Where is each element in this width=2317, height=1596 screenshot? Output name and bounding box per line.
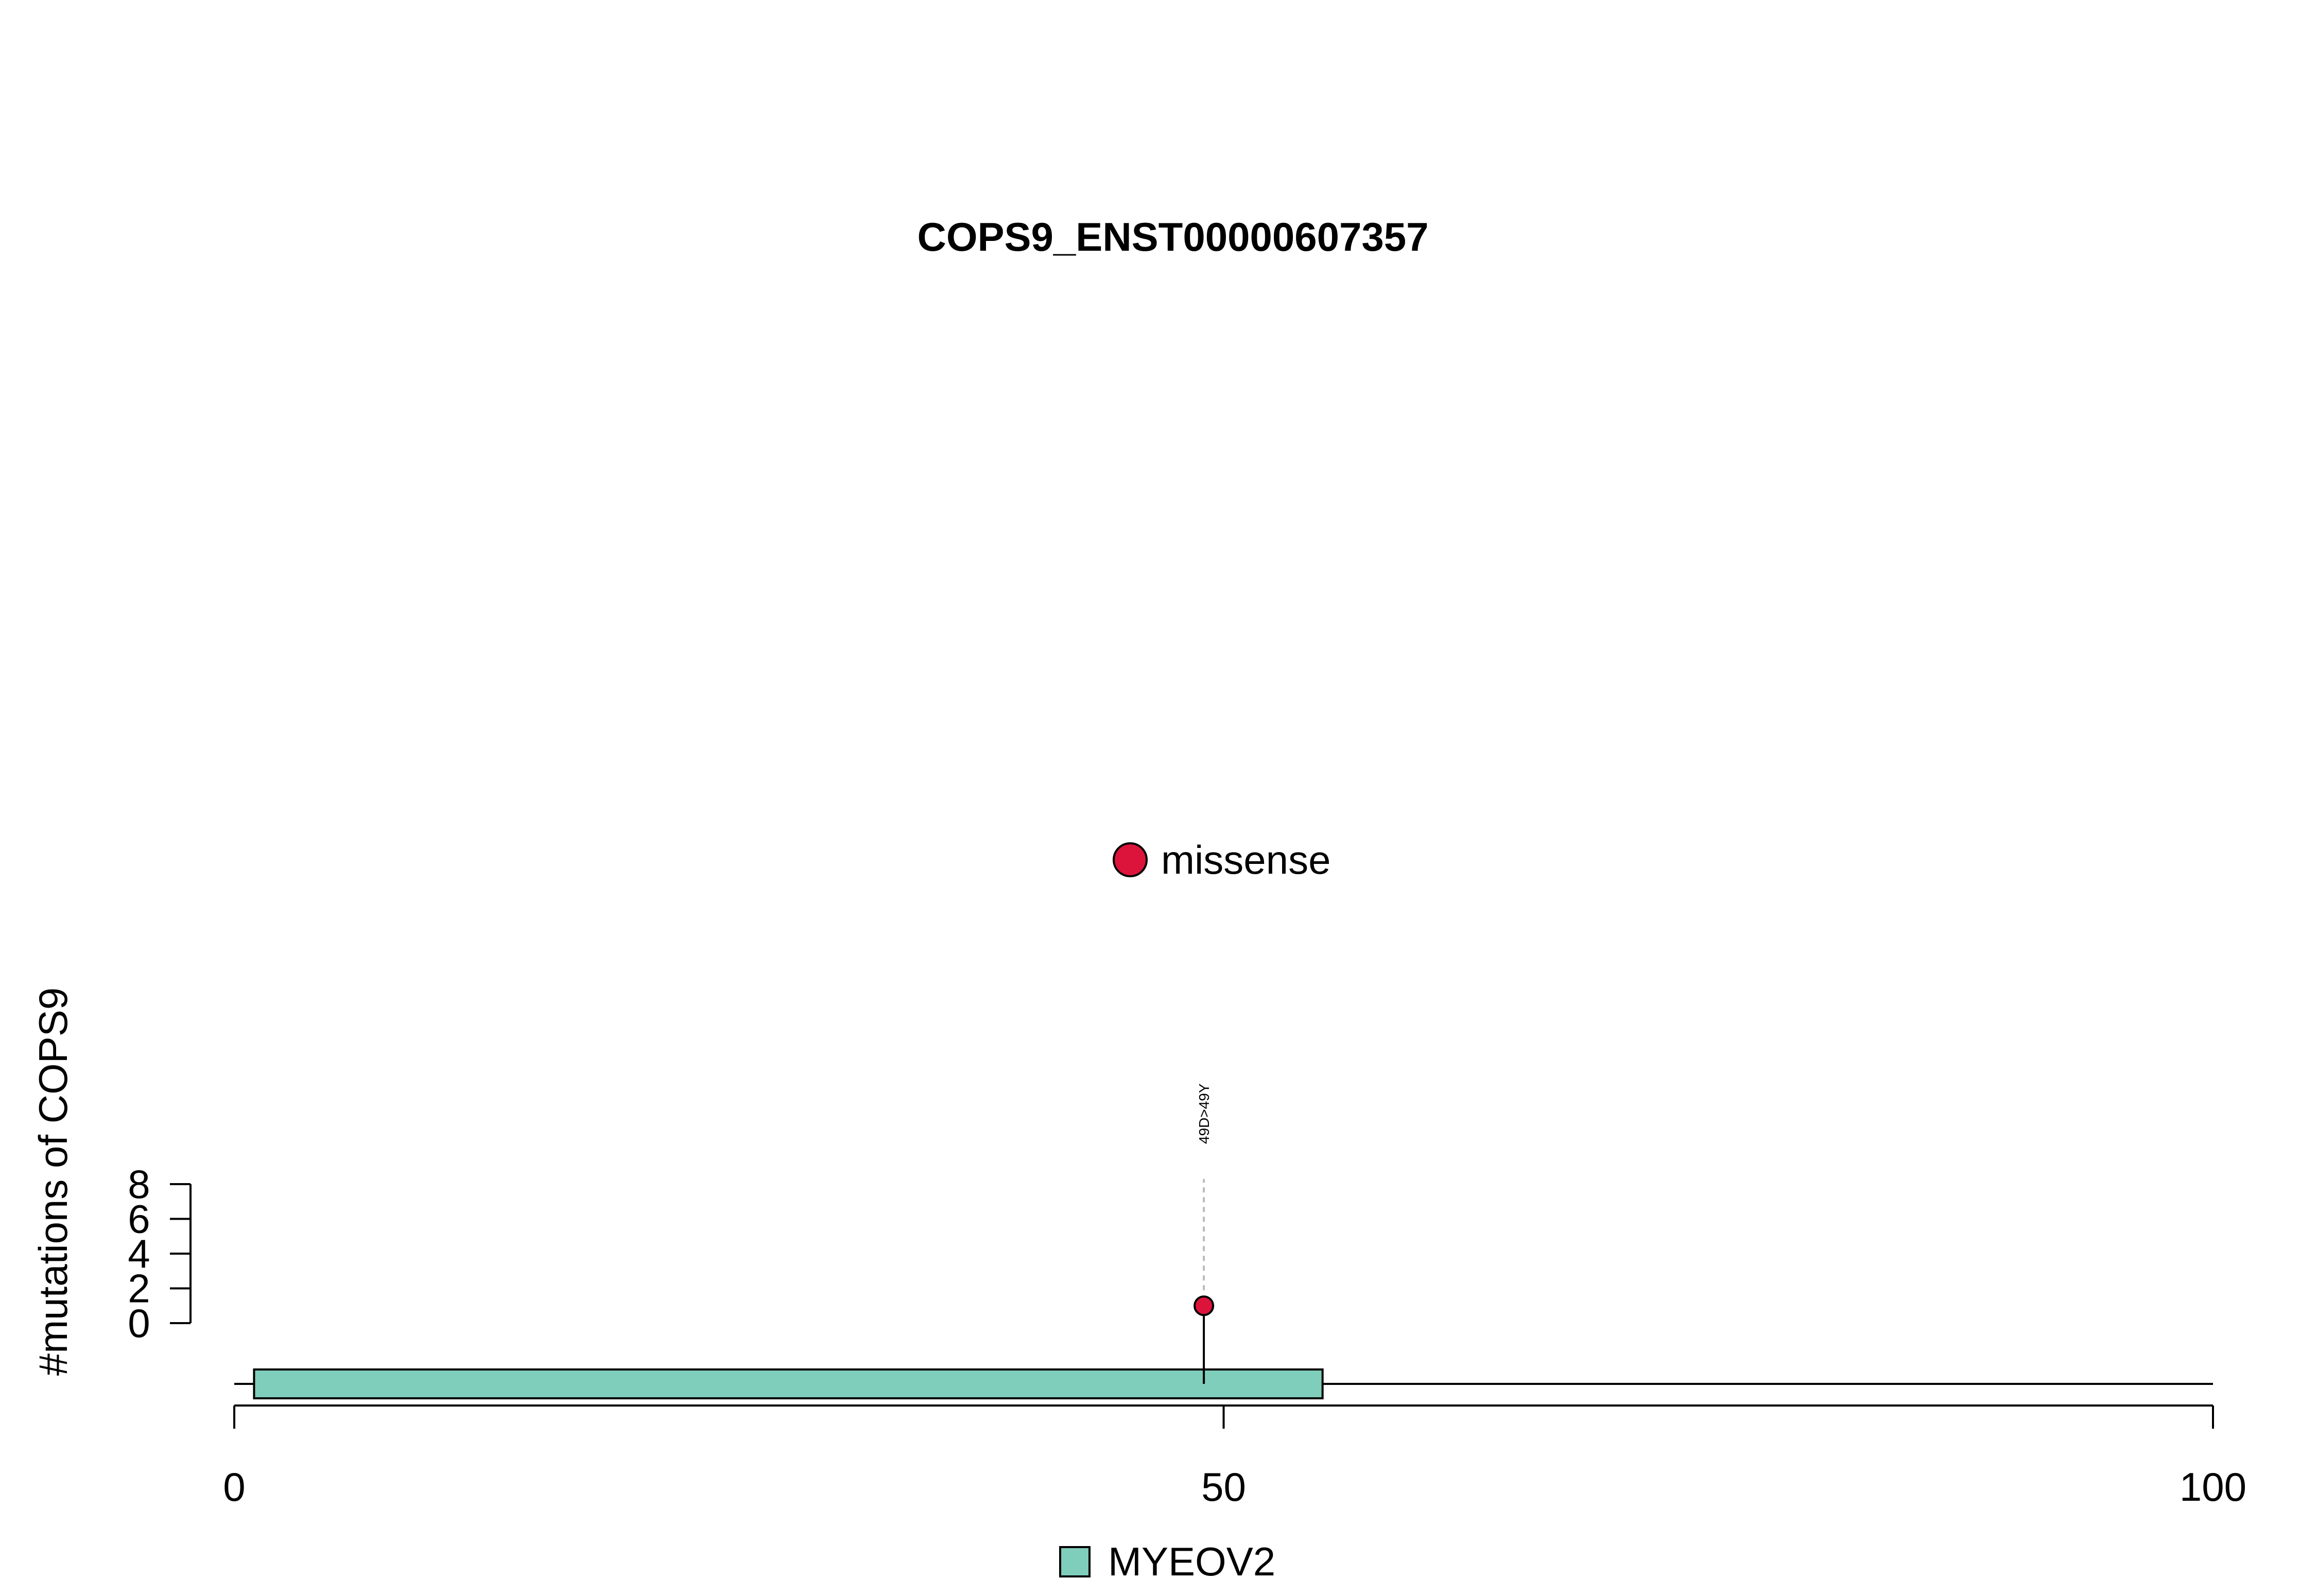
missense-legend-label: missense bbox=[1161, 837, 1330, 882]
mutation-legend: missense bbox=[1113, 837, 1330, 882]
y-tick-label: 8 bbox=[128, 1161, 150, 1207]
domains bbox=[253, 1368, 1324, 1399]
x-axis: 0 50 100 bbox=[223, 1404, 2246, 1510]
missense-legend-swatch bbox=[1113, 842, 1148, 877]
lollipop-head bbox=[1194, 1295, 1215, 1316]
x-tick-label: 50 bbox=[1201, 1464, 1246, 1510]
myeov2-legend-swatch bbox=[1059, 1546, 1091, 1577]
y-tick-label: 6 bbox=[128, 1196, 150, 1242]
domain-legend: MYEOV2 bbox=[1059, 1539, 1275, 1584]
chart-title: COPS9_ENST00000607357 bbox=[917, 214, 1428, 259]
x-tick-label: 100 bbox=[2180, 1464, 2246, 1510]
y-tick-label: 4 bbox=[128, 1231, 150, 1276]
myeov2-legend-label: MYEOV2 bbox=[1108, 1539, 1275, 1584]
y-tick-label: 2 bbox=[128, 1266, 150, 1311]
lollipops: 49D>49Y bbox=[1194, 1083, 1215, 1384]
y-axis-label: #mutations of COPS9 bbox=[30, 987, 76, 1376]
mutation-label: 49D>49Y bbox=[1196, 1083, 1212, 1144]
y-tick-label: 0 bbox=[128, 1300, 150, 1346]
domain-myeov2 bbox=[253, 1368, 1324, 1399]
x-tick-label: 0 bbox=[223, 1464, 245, 1510]
